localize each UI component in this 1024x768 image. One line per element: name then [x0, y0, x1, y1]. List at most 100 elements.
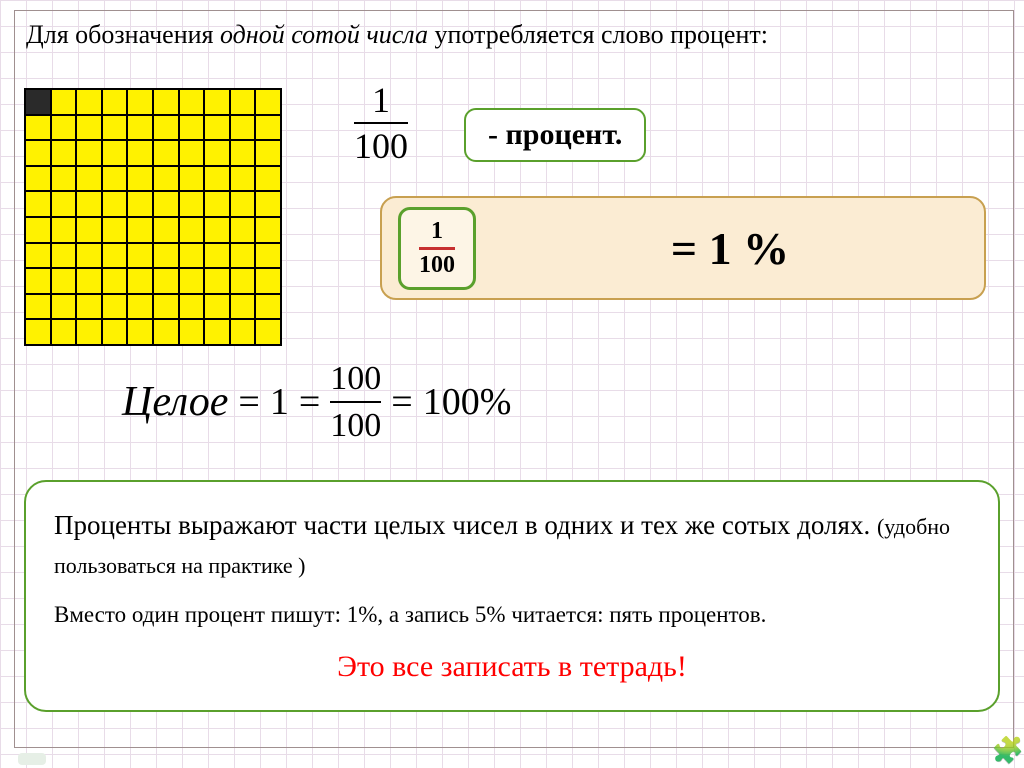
grid-cell: [26, 244, 50, 268]
grid-cell: [231, 269, 255, 293]
grid-cell: [231, 295, 255, 319]
grid-cell: [154, 295, 178, 319]
grid-cell: [77, 141, 101, 165]
grid-cell: [52, 244, 76, 268]
small-fraction-bar: [419, 247, 455, 250]
grid-cell: [231, 167, 255, 191]
grid-cell: [154, 218, 178, 242]
decoration-bottom-left-icon: [18, 753, 46, 765]
grid-cell: [205, 320, 229, 344]
grid-cell: [154, 244, 178, 268]
grid-cell: [231, 90, 255, 114]
grid-cell: [77, 90, 101, 114]
grid-cell: [180, 116, 204, 140]
grid-cell: [205, 218, 229, 242]
intro-suffix: употребляется слово процент:: [428, 20, 768, 49]
grid-cell: [154, 141, 178, 165]
intro-italic: одной сотой числа: [220, 20, 428, 49]
equals-sign-2: =: [299, 380, 320, 424]
fraction-bar: [354, 122, 408, 124]
grid-cell: [103, 116, 127, 140]
grid-cell: [52, 167, 76, 191]
grid-cell: [180, 244, 204, 268]
whole-equation: Целое = 1 = 100 100 = 100%: [122, 360, 511, 445]
grid-cell: [26, 320, 50, 344]
grid-cell: [52, 90, 76, 114]
grid-cell: [154, 269, 178, 293]
grid-cell: [256, 116, 280, 140]
grid-cell: [180, 167, 204, 191]
grid-cell: [77, 244, 101, 268]
grid-cell: [180, 141, 204, 165]
grid-cell: [77, 320, 101, 344]
grid-cell: [103, 192, 127, 216]
intro-sentence: Для обозначения одной сотой числа употре…: [26, 20, 1014, 50]
equals-one-percent: = 1 %: [476, 222, 984, 275]
grid-cell: [180, 90, 204, 114]
grid-cell: [256, 167, 280, 191]
grid-cell: [128, 167, 152, 191]
percent-label-text: - процент.: [488, 118, 622, 151]
grid-cell: [256, 218, 280, 242]
explanation-p2: Вместо один процент пишут: 1%, а запись …: [54, 602, 970, 628]
whole-word: Целое: [122, 378, 228, 426]
grid-cell: [128, 90, 152, 114]
grid-cell: [103, 295, 127, 319]
grid-cell: [77, 269, 101, 293]
grid-cell: [231, 218, 255, 242]
grid-cell: [205, 141, 229, 165]
grid-cell: [128, 141, 152, 165]
decoration-bottom-right-icon: 🧩: [992, 736, 1024, 766]
grid-cell: [256, 90, 280, 114]
grid-cell: [26, 269, 50, 293]
grid-cell: [128, 269, 152, 293]
whole-result: 100%: [423, 380, 512, 424]
grid-cell: [52, 141, 76, 165]
grid-cell: [205, 269, 229, 293]
grid-cell: [77, 192, 101, 216]
grid-cell: [52, 192, 76, 216]
grid-cell: [154, 320, 178, 344]
grid-cell: [77, 167, 101, 191]
grid-cell: [231, 320, 255, 344]
grid-cell: [128, 116, 152, 140]
grid-cell: [128, 244, 152, 268]
grid-cell: [77, 295, 101, 319]
grid-cell: [256, 269, 280, 293]
grid-cell: [26, 116, 50, 140]
grid-cell: [103, 269, 127, 293]
grid-cell: [205, 295, 229, 319]
explanation-p1: Проценты выражают части целых чисел в од…: [54, 506, 970, 584]
grid-cell: [205, 167, 229, 191]
grid-cell: [77, 218, 101, 242]
whole-frac-den: 100: [330, 407, 381, 444]
grid-cell: [128, 295, 152, 319]
grid-cell: [180, 320, 204, 344]
grid-cell: [256, 295, 280, 319]
fraction-numerator: 1: [354, 82, 408, 118]
grid-cell: [52, 116, 76, 140]
grid-cell: [256, 320, 280, 344]
grid-cell: [256, 244, 280, 268]
whole-frac-num: 100: [330, 360, 381, 397]
grid-cell: [256, 141, 280, 165]
fraction-denominator: 100: [354, 128, 408, 164]
grid-cell: [52, 295, 76, 319]
grid-cell: [180, 218, 204, 242]
equals-sign-1: =: [238, 380, 259, 424]
grid-cell: [231, 192, 255, 216]
grid-cell: [52, 269, 76, 293]
grid-cell: [180, 192, 204, 216]
grid-cell: [103, 244, 127, 268]
grid-cell: [26, 192, 50, 216]
equation-highlight-box: 1 100 = 1 %: [380, 196, 986, 300]
grid-cell: [154, 192, 178, 216]
instruction-text: Это все записать в тетрадь!: [54, 650, 970, 684]
hundred-square-grid: [24, 88, 282, 346]
grid-cell: [128, 192, 152, 216]
percent-label-box: - процент.: [464, 108, 646, 162]
grid-cell: [52, 320, 76, 344]
equals-sign-3: =: [391, 380, 412, 424]
whole-frac-bar: [330, 401, 381, 403]
grid-cell: [154, 90, 178, 114]
